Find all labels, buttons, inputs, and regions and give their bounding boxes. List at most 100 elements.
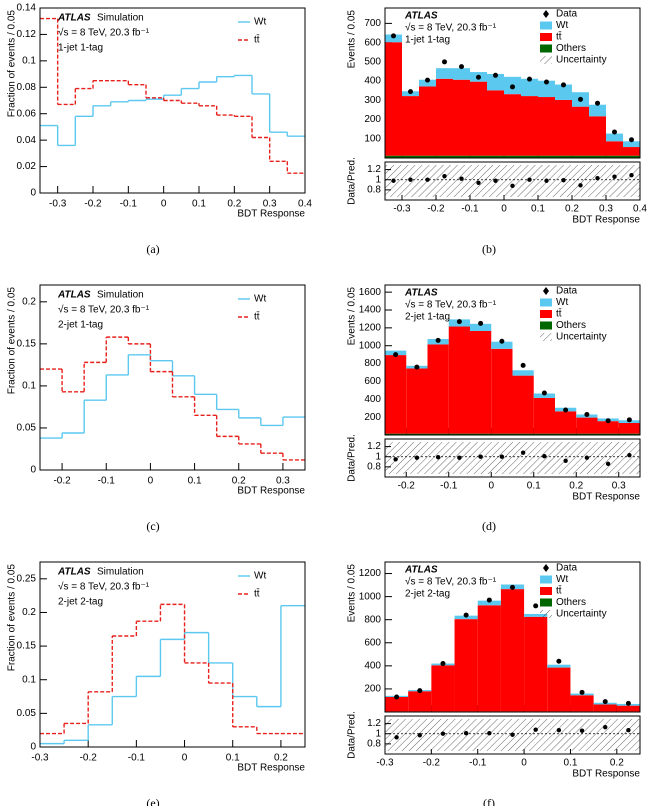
stack-segment — [419, 79, 436, 87]
y-tick-label: 0.1 — [22, 674, 36, 685]
legend-label: Others — [556, 43, 586, 54]
ratio-point — [442, 173, 447, 179]
stack-segment — [606, 133, 623, 142]
stack-segment — [477, 600, 501, 606]
data-point — [425, 77, 430, 83]
ratio-point — [605, 461, 611, 467]
stack-segment — [538, 97, 555, 156]
legend-label: tt̄ — [556, 307, 562, 319]
y-tick-label: 1400 — [359, 305, 382, 316]
x-tick-label: -0.2 — [84, 199, 102, 210]
caption: (f) — [483, 796, 495, 806]
x-tick-label: 0.1 — [527, 481, 541, 492]
y-tick-label: 0.08 — [17, 82, 37, 93]
legend-label: tt̄ — [556, 584, 562, 596]
ratio-point — [595, 176, 600, 181]
ratio-point — [578, 183, 583, 188]
stack-segment — [623, 141, 640, 148]
uncertainty-band — [385, 442, 640, 474]
stack-segment — [470, 323, 492, 331]
y-tick-label: 200 — [364, 114, 381, 125]
x-tick-label: 0.4 — [298, 199, 312, 210]
ratio-point — [435, 455, 441, 460]
stack-segment — [597, 433, 619, 435]
caption: (b) — [482, 242, 496, 256]
y-tick-label: 400 — [364, 660, 381, 671]
data-point — [510, 584, 515, 590]
atlas-label: ATLAS — [57, 567, 91, 578]
stack-segment — [504, 155, 521, 158]
data-point — [510, 84, 515, 90]
caption: (d) — [482, 519, 496, 533]
legend-label: tt̄ — [254, 33, 260, 45]
stack-segment — [572, 106, 589, 156]
x-tick-label: -0.2 — [53, 476, 71, 487]
stack-segment — [385, 355, 407, 434]
data-point — [527, 76, 532, 82]
y-tick-label: 0.2 — [22, 607, 36, 618]
x-tick-label: -0.3 — [376, 758, 394, 769]
caption: (a) — [146, 242, 159, 256]
stack-segment — [576, 417, 598, 434]
y-axis-label: Fraction of events / 0.05 — [7, 564, 18, 672]
data-point — [408, 89, 413, 95]
data-point — [561, 82, 566, 88]
ratio-y-tick-label: 0.8 — [367, 185, 381, 196]
stack-segment — [487, 90, 504, 156]
legend-swatch — [540, 33, 552, 41]
y-tick-label: 0.15 — [17, 641, 37, 652]
region-label: 2-jet 2-tag — [405, 589, 450, 600]
stack-segment — [597, 421, 619, 434]
x-axis-label: BDT Response — [572, 769, 640, 780]
x-tick-label: 0.2 — [227, 199, 241, 210]
y-tick-label: 0.2 — [22, 296, 36, 307]
legend-swatch — [540, 298, 552, 307]
data-point — [417, 688, 423, 694]
y-tick-label: 0.02 — [17, 161, 37, 172]
stack-segment — [487, 73, 504, 91]
x-tick-label: -0.2 — [423, 758, 441, 769]
ratio-point — [499, 454, 505, 459]
ratio-y-tick-label: 1.2 — [367, 441, 381, 452]
x-tick-label: -0.1 — [120, 199, 138, 210]
ratio-point — [563, 458, 568, 463]
y-tick-label: 400 — [364, 76, 381, 87]
energy-label: √s = 8 TeV, 20.3 fb⁻¹ — [405, 299, 497, 311]
ratio-point — [603, 724, 608, 730]
ratio-point — [556, 727, 562, 733]
data-point — [595, 100, 600, 106]
ratio-point — [408, 177, 413, 182]
legend-label: tt̄ — [254, 587, 260, 599]
ratio-y-tick-label: 1 — [375, 174, 381, 185]
y-tick-label: 400 — [364, 394, 381, 405]
legend-swatch — [540, 333, 552, 341]
stack-segment — [436, 78, 453, 156]
ratio-point — [493, 178, 498, 183]
ratio-point — [391, 178, 396, 183]
x-tick-label: -0.1 — [98, 476, 116, 487]
stack-segment — [454, 619, 478, 712]
stack-segment — [623, 155, 640, 158]
x-tick-label: -0.2 — [80, 753, 98, 764]
x-tick-label: 0.3 — [263, 199, 277, 210]
stack-segment — [606, 155, 623, 158]
stack-segment — [521, 78, 538, 97]
x-tick-label: -0.1 — [461, 204, 479, 215]
legend-label: Uncertainty — [556, 609, 607, 620]
x-axis-label: BDT Response — [237, 209, 305, 220]
stack-segment — [448, 326, 470, 434]
x-tick-label: 0.3 — [599, 204, 613, 215]
data-point — [605, 418, 611, 424]
plot-frame — [384, 7, 641, 159]
stack-segment — [589, 104, 606, 117]
ratio-point — [579, 728, 585, 733]
data-point — [459, 64, 464, 70]
stack-segment — [385, 697, 409, 712]
atlas-label: ATLAS — [404, 565, 438, 576]
ratio-point — [542, 454, 547, 459]
x-tick-label: 0.1 — [564, 758, 578, 769]
region-label: 1-jet 1-tag — [58, 43, 103, 54]
ratio-point — [510, 732, 515, 737]
x-tick-label: 0.4 — [633, 204, 647, 215]
stack-segment — [533, 393, 555, 398]
